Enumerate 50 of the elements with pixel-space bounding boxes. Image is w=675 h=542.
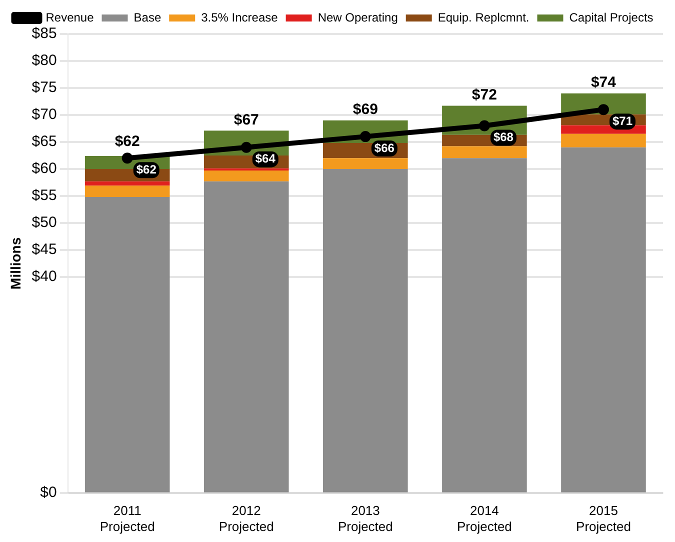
y-tick-label: $60 bbox=[32, 160, 57, 178]
legend-label: 3.5% Increase bbox=[201, 10, 278, 24]
y-tick-label: $55 bbox=[32, 187, 57, 204]
bar bbox=[323, 168, 408, 492]
bar bbox=[84, 197, 170, 492]
y-tick-label: $80 bbox=[32, 52, 57, 70]
total-label: $69 bbox=[352, 101, 378, 118]
legend-label: Capital Projects bbox=[569, 10, 654, 24]
y-tick-label: $70 bbox=[32, 106, 57, 124]
data-label: $64 bbox=[255, 152, 276, 166]
point bbox=[598, 104, 609, 116]
data-label: $62 bbox=[136, 162, 157, 176]
total-label: $74 bbox=[590, 74, 617, 92]
bar bbox=[442, 158, 527, 492]
bar bbox=[84, 186, 170, 198]
y-tick-label: $65 bbox=[32, 133, 57, 150]
point bbox=[478, 120, 490, 132]
bar bbox=[442, 146, 527, 158]
total-label: $67 bbox=[234, 111, 259, 128]
legend-label: Revenue bbox=[46, 10, 94, 24]
legend-label: Equip. Replcmnt. bbox=[438, 10, 530, 24]
data-label: $68 bbox=[493, 130, 514, 144]
y-tick-label: $0 bbox=[40, 484, 57, 501]
x-tick-label: 2013 Projected bbox=[338, 503, 393, 534]
x-tick-label: 2015 Projected bbox=[576, 503, 631, 534]
bar bbox=[204, 181, 289, 492]
y-tick-label: $85 bbox=[32, 25, 57, 42]
bar bbox=[204, 168, 289, 171]
y-axis-title: Millions bbox=[7, 237, 24, 290]
x-tick-label: 2014 Projected bbox=[456, 503, 512, 534]
legend-label: Base bbox=[134, 10, 162, 24]
point bbox=[240, 142, 252, 153]
data-label: $66 bbox=[374, 140, 395, 155]
point bbox=[122, 152, 133, 164]
bar bbox=[323, 158, 408, 169]
legend-label: New Operating bbox=[318, 10, 398, 24]
y-tick-label: $75 bbox=[32, 79, 57, 96]
data-label: $71 bbox=[612, 114, 633, 128]
bar bbox=[561, 147, 646, 492]
bar bbox=[561, 134, 646, 148]
y-tick-label: $45 bbox=[32, 241, 57, 258]
x-tick-label: 2011 Projected bbox=[100, 503, 155, 534]
y-tick-label: $40 bbox=[32, 268, 57, 286]
total-label: $72 bbox=[472, 86, 497, 104]
y-tick-label: $50 bbox=[32, 214, 57, 232]
x-tick-label: 2012 Projected bbox=[218, 503, 274, 534]
bar bbox=[84, 181, 170, 186]
bar bbox=[204, 170, 289, 182]
total-label: $62 bbox=[114, 132, 140, 150]
point bbox=[360, 131, 371, 142]
